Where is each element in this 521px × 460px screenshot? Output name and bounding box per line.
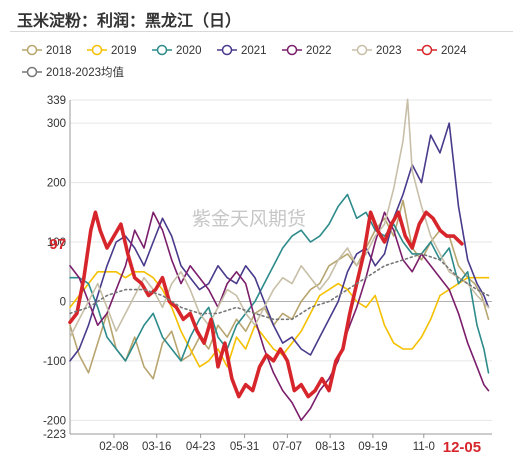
series-line-2018 xyxy=(69,199,490,380)
chart-title: 玉米淀粉：利润：黑龙江（日） xyxy=(17,11,242,30)
legend-item-2018[interactable]: 2018 xyxy=(22,44,72,57)
y-tick-label: -100 xyxy=(43,356,66,368)
x-tick-label: 09-19 xyxy=(358,441,387,453)
y-tick-label: -223 xyxy=(43,429,66,441)
y-axis: 339 300 200 100 0 -100 -200 -223 xyxy=(43,95,71,441)
legend-label: 2018 xyxy=(46,45,72,57)
x-tick-label: 03-16 xyxy=(142,441,171,453)
legend-item-2018-2023均值[interactable]: 2018-2023均值 xyxy=(22,66,124,79)
series-line-2024 xyxy=(68,210,464,399)
legend-swatch-marker xyxy=(26,44,38,56)
legend-label: 2024 xyxy=(441,45,467,57)
current-value-label: 97 xyxy=(49,236,66,253)
legend-item-2022[interactable]: 2022 xyxy=(282,44,332,57)
legend-item-2021[interactable]: 2021 xyxy=(217,44,267,57)
legend-swatch-marker xyxy=(356,44,368,56)
x-axis: 02-08 03-16 04-23 05-31 07-07 08-13 09-19 11-0 xyxy=(70,433,492,453)
legend-label: 2021 xyxy=(241,45,267,57)
legend-swatch-marker xyxy=(156,44,168,56)
highlight-labels: 97 12-05 xyxy=(49,236,481,456)
legend-swatch-marker xyxy=(286,44,298,56)
y-tick-label: -200 xyxy=(43,415,66,427)
y-tick-label: 339 xyxy=(47,95,66,107)
series-line-2018-2023均值 xyxy=(69,253,490,321)
legend-item-2019[interactable]: 2019 xyxy=(87,44,137,57)
y-tick-label: 0 xyxy=(60,296,66,308)
legend-item-2024[interactable]: 2024 xyxy=(417,44,467,57)
x-tick-label: 02-08 xyxy=(99,441,128,453)
x-tick-label: 05-31 xyxy=(230,441,259,453)
legend-item-2023[interactable]: 2023 xyxy=(352,44,402,57)
current-date-label: 12-05 xyxy=(443,439,481,456)
legend-item-2020[interactable]: 2020 xyxy=(152,44,202,57)
y-tick-label: 300 xyxy=(47,118,66,130)
legend-label: 2018-2023均值 xyxy=(46,66,124,79)
x-tick-label: 08-13 xyxy=(315,441,344,453)
legend[interactable]: 2018 2019 2020 2021 2022 2023 2024 2018-2023均值 xyxy=(22,44,467,79)
legend-label: 2022 xyxy=(306,45,332,57)
series-line-2020 xyxy=(69,193,490,374)
y-tick-label: 100 xyxy=(47,237,66,249)
y-tick-label: 200 xyxy=(47,178,66,190)
series-line-2021 xyxy=(69,122,490,362)
plot-area xyxy=(68,98,490,422)
legend-label: 2019 xyxy=(111,45,137,57)
legend-swatch-marker xyxy=(221,44,233,56)
legend-swatch-marker xyxy=(91,44,103,56)
legend-label: 2020 xyxy=(176,45,202,57)
series-line-2022 xyxy=(69,211,490,422)
title-divider xyxy=(10,31,513,32)
legend-swatch-marker xyxy=(421,44,433,56)
x-tick-label: 04-23 xyxy=(186,441,215,453)
x-tick-label: 11-0 xyxy=(413,441,435,453)
x-tick-label: 07-07 xyxy=(273,441,302,453)
legend-swatch-marker xyxy=(26,66,38,78)
legend-label: 2023 xyxy=(376,45,402,57)
watermark: 紫金天风期货 xyxy=(192,208,306,230)
